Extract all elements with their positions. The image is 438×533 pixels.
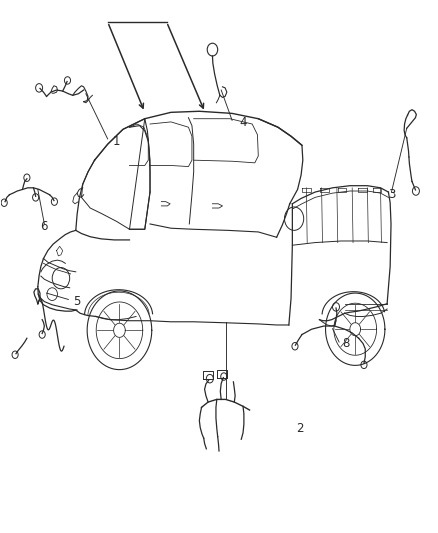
Text: 5: 5: [74, 295, 81, 308]
Text: 1: 1: [113, 135, 120, 148]
Text: 4: 4: [239, 117, 247, 130]
Text: 6: 6: [41, 220, 48, 233]
Text: 3: 3: [388, 188, 395, 201]
Text: 2: 2: [296, 422, 304, 435]
Text: 8: 8: [342, 337, 349, 350]
